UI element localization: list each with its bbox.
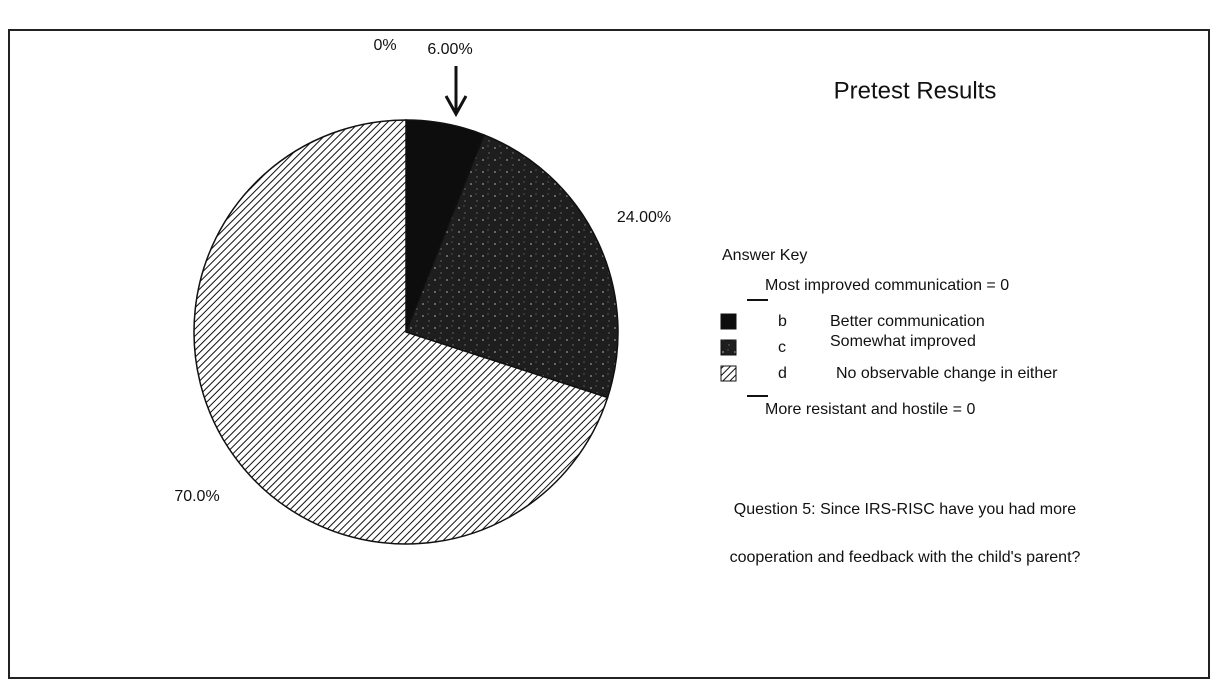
frame xyxy=(8,29,1210,679)
legend-label: No observable change in either xyxy=(836,365,1058,382)
legend-swatch xyxy=(720,365,737,382)
legend-title: Answer Key xyxy=(722,247,807,264)
legend-letter: c xyxy=(778,339,786,356)
legend-label: More resistant and hostile = 0 xyxy=(765,401,975,418)
legend-label: Better communication xyxy=(830,313,985,330)
pie-slice xyxy=(193,119,609,545)
chart-title: Pretest Results xyxy=(834,77,997,104)
legend-swatch xyxy=(720,313,737,330)
question: Question 5: Since IRS-RISC have you had … xyxy=(734,501,1076,518)
slice-label: 70.0% xyxy=(174,488,219,505)
legend-letter: d xyxy=(778,365,787,382)
legend-label: Somewhat improved xyxy=(830,333,976,350)
legend-letter: b xyxy=(778,313,787,330)
legend-label: Most improved communication = 0 xyxy=(765,277,1009,294)
legend-swatch xyxy=(720,339,737,356)
pie-slice xyxy=(405,133,619,399)
question: cooperation and feedback with the child'… xyxy=(730,549,1081,566)
slice-label: 24.00% xyxy=(617,209,671,226)
arrow xyxy=(444,66,468,118)
slice-label: 6.00% xyxy=(427,41,472,58)
slice-label: 0% xyxy=(373,37,396,54)
